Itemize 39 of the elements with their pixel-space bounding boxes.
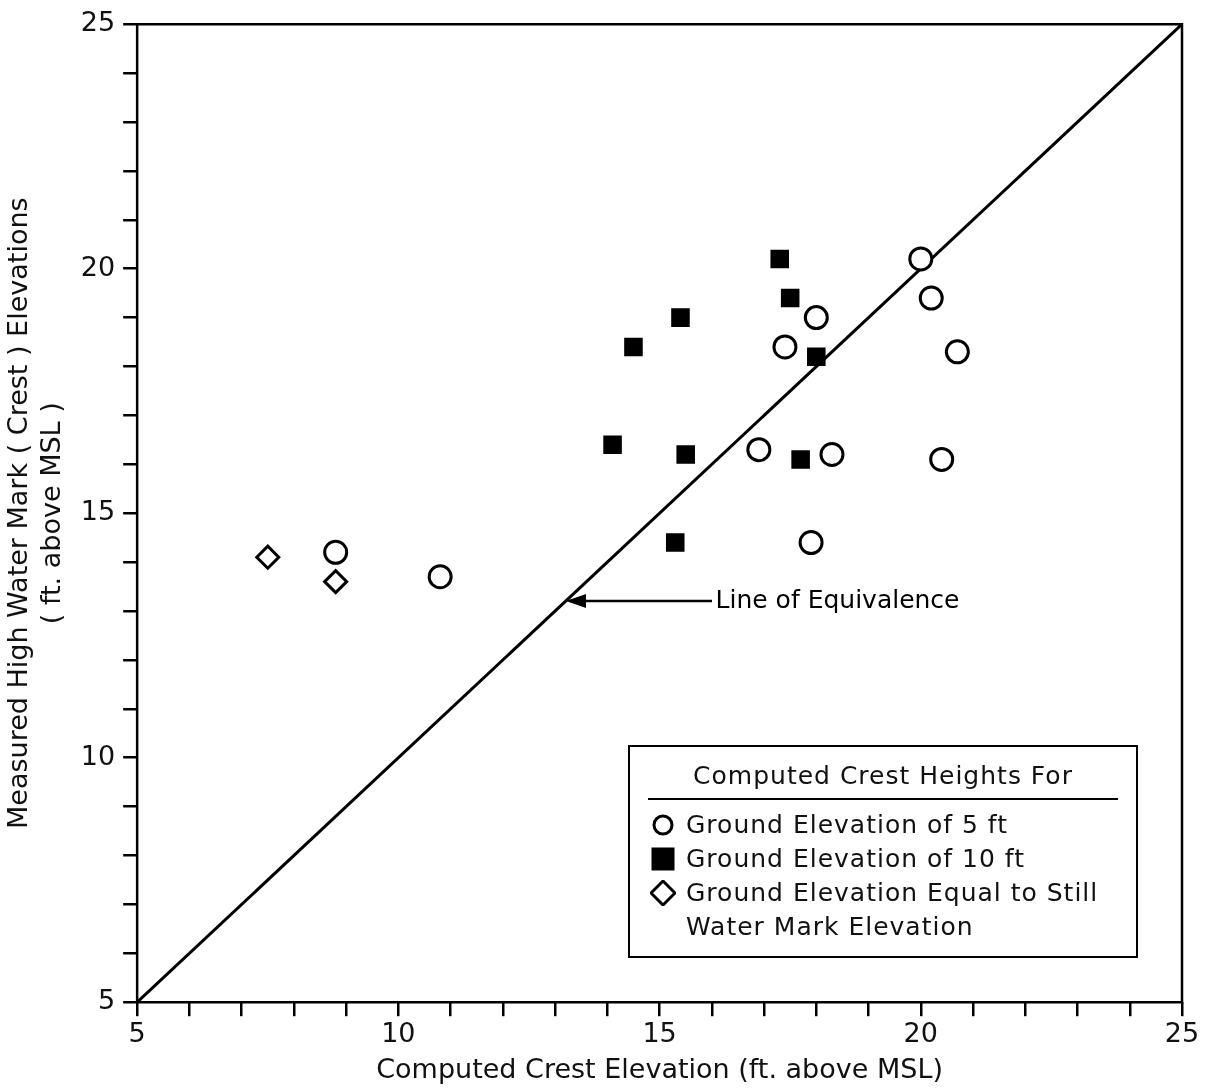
x-tick-label: 25 [1164, 1017, 1200, 1049]
point [603, 435, 622, 455]
legend-label: Ground Elevation of 10 ft [686, 843, 1025, 876]
point [944, 339, 970, 365]
legend-label: Ground Elevation of 5 ft [686, 809, 1009, 842]
point [323, 539, 349, 565]
point [807, 347, 826, 366]
point [255, 544, 281, 570]
point [323, 569, 349, 595]
point [676, 445, 695, 464]
y-axis-title: Measured High Water Mark ( Crest ) Elevations ( ft. above MSL ) [2, 197, 66, 829]
x-axis-title: Computed Crest Elevation (ft. above MSL) [376, 1052, 943, 1084]
point [929, 446, 955, 472]
y-tick-label: 5 [97, 984, 116, 1016]
x-tick-label: 15 [642, 1017, 677, 1049]
y-tick-label: 10 [80, 739, 116, 771]
point [819, 442, 845, 468]
point [772, 334, 798, 360]
point [918, 285, 944, 311]
y-tick-label: 20 [80, 250, 116, 282]
point [427, 564, 453, 590]
point [770, 249, 790, 269]
point [624, 337, 643, 357]
x-tick-label: 10 [381, 1017, 416, 1049]
annotation: Line of Equivalence [715, 584, 960, 614]
x-tick-label: 20 [903, 1017, 938, 1049]
legend-title: Computed Crest Heights For [692, 761, 1074, 793]
point [780, 288, 800, 308]
point [746, 437, 772, 463]
point [791, 450, 810, 469]
legend-label: Ground Elevation Equal to Still Water Mark Elevation [686, 877, 1100, 944]
y-tick-label: 15 [80, 495, 116, 527]
point [665, 533, 685, 552]
point [671, 308, 690, 327]
x-tick-label: 5 [128, 1017, 146, 1049]
point [798, 530, 824, 556]
y-tick-label: 25 [80, 6, 116, 38]
point [803, 305, 829, 331]
point [908, 246, 934, 272]
